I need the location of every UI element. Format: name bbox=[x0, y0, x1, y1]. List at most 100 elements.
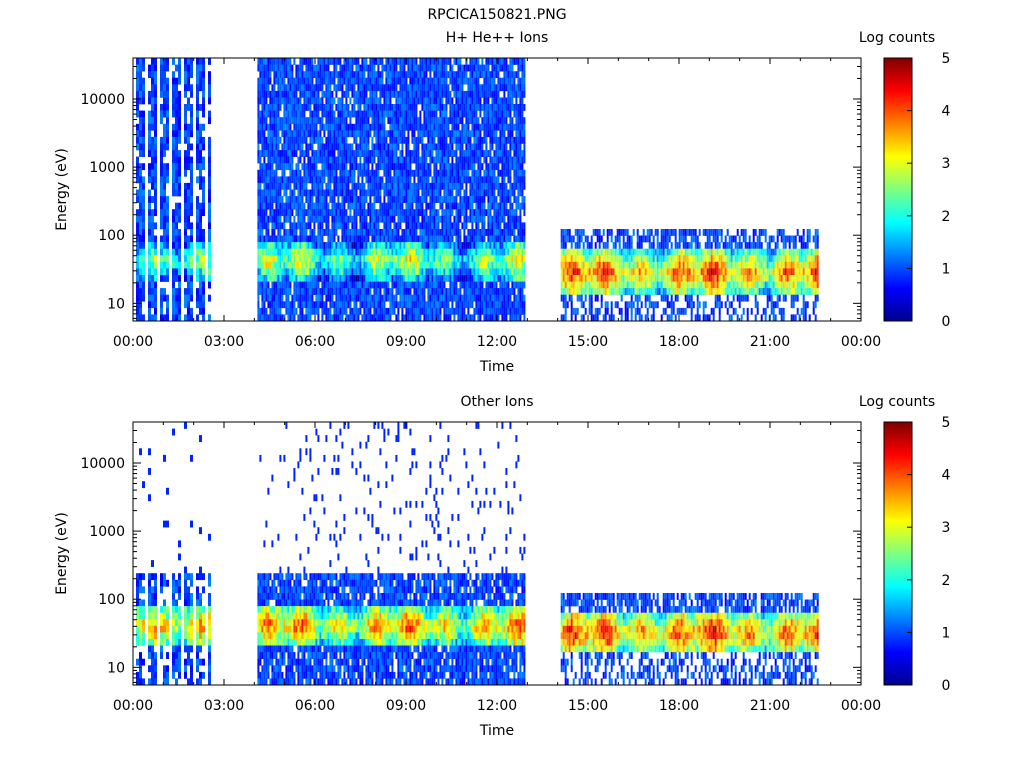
data-cell bbox=[413, 222, 416, 230]
data-cell bbox=[417, 64, 420, 72]
data-cell bbox=[166, 84, 169, 92]
data-cell bbox=[455, 288, 458, 295]
data-cell bbox=[175, 268, 178, 276]
data-cell bbox=[439, 202, 442, 210]
data-cell bbox=[373, 209, 376, 217]
data-cell bbox=[461, 314, 464, 322]
data-cell bbox=[175, 90, 178, 98]
data-cell bbox=[139, 275, 142, 282]
data-cell bbox=[208, 202, 211, 210]
data-cell bbox=[311, 90, 314, 98]
data-cell bbox=[375, 209, 378, 217]
data-cell bbox=[471, 215, 474, 223]
data-cell bbox=[293, 294, 296, 302]
data-cell bbox=[409, 268, 412, 276]
data-cell bbox=[303, 182, 306, 190]
data-cell bbox=[257, 196, 260, 203]
data-cell bbox=[389, 268, 392, 276]
data-cell bbox=[449, 242, 452, 249]
data-cell bbox=[475, 156, 478, 164]
data-cell bbox=[142, 189, 145, 197]
data-cell bbox=[389, 130, 392, 138]
data-cell bbox=[385, 176, 388, 184]
data-cell bbox=[481, 64, 484, 72]
data-cell bbox=[166, 294, 169, 302]
data-cell bbox=[285, 136, 288, 144]
data-cell bbox=[331, 202, 334, 210]
data-cell bbox=[317, 209, 320, 217]
data-cell bbox=[411, 215, 414, 223]
data-cell bbox=[343, 202, 346, 210]
data-cell bbox=[359, 90, 362, 98]
data-cell bbox=[331, 229, 334, 236]
data-cell bbox=[489, 242, 492, 249]
data-cell bbox=[459, 255, 462, 263]
data-cell bbox=[371, 84, 374, 92]
data-cell bbox=[463, 110, 466, 118]
data-cell bbox=[325, 77, 328, 85]
data-cell bbox=[465, 281, 468, 289]
data-cell bbox=[397, 189, 400, 197]
data-cell bbox=[303, 110, 306, 118]
data-cell bbox=[379, 261, 382, 269]
data-cell bbox=[279, 77, 282, 85]
data-cell bbox=[433, 209, 436, 217]
data-cell bbox=[429, 64, 432, 72]
data-cell bbox=[269, 64, 272, 72]
data-cell bbox=[489, 229, 492, 236]
data-cell bbox=[263, 58, 266, 65]
data-cell bbox=[351, 229, 354, 236]
data-cell bbox=[429, 215, 432, 223]
data-cell bbox=[154, 176, 157, 184]
data-cell bbox=[295, 248, 298, 256]
data-cell bbox=[369, 90, 372, 98]
data-cell bbox=[187, 268, 190, 276]
data-cell bbox=[429, 143, 432, 151]
data-cell bbox=[483, 117, 486, 125]
data-cell bbox=[363, 209, 366, 217]
data-cell bbox=[427, 288, 430, 295]
data-cell bbox=[463, 202, 466, 210]
data-cell bbox=[425, 123, 428, 131]
data-cell bbox=[491, 90, 494, 98]
data-cell bbox=[267, 242, 270, 249]
data-cell bbox=[160, 189, 163, 197]
data-cell bbox=[441, 301, 444, 309]
data-cell bbox=[295, 77, 298, 85]
data-cell bbox=[489, 90, 492, 98]
data-cell bbox=[275, 123, 278, 131]
data-cell bbox=[178, 235, 181, 243]
data-cell bbox=[305, 84, 308, 92]
data-cell bbox=[303, 255, 306, 263]
data-cell bbox=[397, 255, 400, 263]
data-cell bbox=[367, 255, 370, 263]
data-cell bbox=[335, 215, 338, 223]
data-cell bbox=[389, 104, 392, 111]
data-cell bbox=[341, 209, 344, 217]
data-cell bbox=[307, 248, 310, 256]
data-cell bbox=[385, 136, 388, 144]
data-cell bbox=[405, 77, 408, 85]
data-cell bbox=[473, 84, 476, 92]
data-cell bbox=[413, 182, 416, 190]
data-cell bbox=[429, 182, 432, 190]
data-cell bbox=[313, 301, 316, 309]
data-cell bbox=[351, 123, 354, 131]
data-cell bbox=[485, 58, 488, 65]
data-cell bbox=[377, 71, 380, 79]
data-cell bbox=[405, 150, 408, 157]
data-cell bbox=[333, 156, 336, 164]
data-cell bbox=[431, 110, 434, 118]
data-cell bbox=[160, 196, 163, 203]
data-cell bbox=[395, 294, 398, 302]
data-cell bbox=[139, 110, 142, 118]
data-cell bbox=[291, 110, 294, 118]
data-cell bbox=[325, 182, 328, 190]
data-cell bbox=[487, 77, 490, 85]
data-cell bbox=[361, 222, 364, 230]
data-cell bbox=[469, 202, 472, 210]
data-cell bbox=[271, 222, 274, 230]
data-cell bbox=[435, 314, 438, 322]
data-cell bbox=[415, 261, 418, 269]
data-cell bbox=[433, 268, 436, 276]
